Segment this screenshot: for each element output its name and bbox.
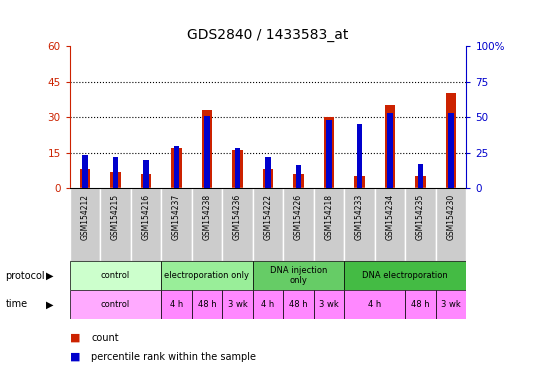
Text: GSM154230: GSM154230: [446, 194, 456, 240]
Bar: [161, 188, 192, 261]
Text: 48 h: 48 h: [289, 300, 308, 309]
Text: protocol: protocol: [5, 270, 45, 281]
Bar: [70, 261, 161, 290]
Bar: [253, 261, 344, 290]
Text: GSM154216: GSM154216: [142, 194, 151, 240]
Text: GSM154215: GSM154215: [111, 194, 120, 240]
Text: count: count: [91, 333, 119, 343]
Text: 48 h: 48 h: [198, 300, 217, 309]
Text: GSM154212: GSM154212: [80, 194, 90, 240]
Bar: [202, 110, 212, 188]
Text: GSM154226: GSM154226: [294, 194, 303, 240]
Bar: [140, 174, 151, 188]
Bar: [171, 148, 182, 188]
Bar: [161, 261, 253, 290]
Bar: [192, 188, 222, 261]
Bar: [357, 124, 362, 188]
Bar: [418, 164, 423, 188]
Text: 4 h: 4 h: [262, 300, 274, 309]
Bar: [314, 188, 344, 261]
Text: control: control: [101, 271, 130, 280]
Bar: [79, 169, 90, 188]
Bar: [385, 105, 396, 188]
Bar: [446, 93, 456, 188]
Bar: [100, 188, 131, 261]
Bar: [354, 176, 365, 188]
Text: GSM154233: GSM154233: [355, 194, 364, 240]
Text: DNA injection
only: DNA injection only: [270, 266, 327, 285]
Bar: [222, 290, 253, 319]
Bar: [375, 188, 405, 261]
Text: GSM154236: GSM154236: [233, 194, 242, 240]
Bar: [235, 148, 240, 188]
Bar: [143, 160, 148, 188]
Text: 3 wk: 3 wk: [228, 300, 248, 309]
Bar: [253, 188, 283, 261]
Text: 3 wk: 3 wk: [319, 300, 339, 309]
Bar: [222, 188, 253, 261]
Text: GSM154222: GSM154222: [264, 194, 272, 240]
Bar: [283, 290, 314, 319]
Text: control: control: [101, 300, 130, 309]
Bar: [324, 117, 334, 188]
Text: GSM154235: GSM154235: [416, 194, 425, 240]
Bar: [314, 290, 344, 319]
Text: GSM154234: GSM154234: [385, 194, 394, 240]
Text: GSM154237: GSM154237: [172, 194, 181, 240]
Text: ▶: ▶: [46, 299, 53, 310]
Text: time: time: [5, 299, 27, 310]
Bar: [344, 261, 466, 290]
Bar: [110, 172, 121, 188]
Text: 3 wk: 3 wk: [441, 300, 461, 309]
Bar: [161, 290, 192, 319]
Text: ■: ■: [70, 333, 80, 343]
Text: percentile rank within the sample: percentile rank within the sample: [91, 352, 256, 362]
Bar: [131, 188, 161, 261]
Text: GSM154238: GSM154238: [203, 194, 212, 240]
Text: ▶: ▶: [46, 270, 53, 281]
Bar: [388, 113, 393, 188]
Text: 48 h: 48 h: [411, 300, 430, 309]
Text: 4 h: 4 h: [368, 300, 382, 309]
Text: electroporation only: electroporation only: [165, 271, 249, 280]
Bar: [70, 188, 100, 261]
Bar: [232, 150, 243, 188]
Bar: [296, 166, 301, 188]
Text: DNA electroporation: DNA electroporation: [362, 271, 448, 280]
Text: ■: ■: [70, 352, 80, 362]
Text: 4 h: 4 h: [170, 300, 183, 309]
Bar: [82, 156, 88, 188]
Bar: [448, 113, 454, 188]
Text: GDS2840 / 1433583_at: GDS2840 / 1433583_at: [187, 28, 349, 42]
Bar: [405, 290, 436, 319]
Bar: [283, 188, 314, 261]
Bar: [436, 188, 466, 261]
Bar: [405, 188, 436, 261]
Bar: [293, 174, 304, 188]
Bar: [174, 146, 179, 188]
Text: GSM154218: GSM154218: [324, 194, 333, 240]
Bar: [265, 157, 271, 188]
Bar: [326, 120, 332, 188]
Bar: [415, 176, 426, 188]
Bar: [204, 116, 210, 188]
Bar: [253, 290, 283, 319]
Bar: [263, 169, 273, 188]
Bar: [70, 290, 161, 319]
Bar: [113, 157, 118, 188]
Bar: [436, 290, 466, 319]
Bar: [344, 188, 375, 261]
Bar: [344, 290, 405, 319]
Bar: [192, 290, 222, 319]
